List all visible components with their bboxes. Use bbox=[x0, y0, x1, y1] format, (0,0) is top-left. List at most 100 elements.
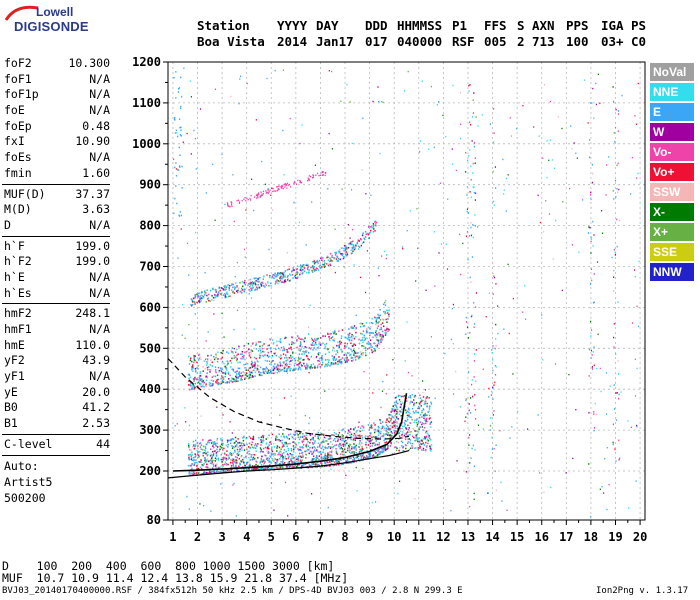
echo-point bbox=[283, 370, 286, 373]
x-tick-label: 2 bbox=[194, 530, 201, 544]
echo-point bbox=[311, 466, 314, 469]
echo-point bbox=[263, 370, 265, 373]
echo-point bbox=[214, 460, 217, 462]
echo-point bbox=[353, 354, 355, 357]
echo-point bbox=[406, 437, 408, 440]
echo-point bbox=[298, 337, 300, 340]
echo-point bbox=[370, 321, 373, 324]
echo-point bbox=[351, 345, 353, 347]
echo-point bbox=[302, 264, 305, 266]
noise-point bbox=[605, 194, 607, 196]
echo-point bbox=[204, 471, 206, 474]
echo-point bbox=[326, 347, 328, 350]
noise-point bbox=[588, 348, 591, 351]
noise-point bbox=[590, 357, 592, 359]
echo-point bbox=[289, 273, 291, 275]
echo-point bbox=[316, 454, 318, 457]
noise-point bbox=[470, 191, 472, 194]
echo-point bbox=[283, 449, 286, 451]
echo-point bbox=[359, 238, 362, 241]
echo-point bbox=[227, 440, 229, 443]
noise-point bbox=[466, 208, 469, 210]
noise-point bbox=[617, 113, 620, 115]
echo-point bbox=[353, 437, 356, 439]
echo-point bbox=[339, 438, 342, 441]
echo-point bbox=[280, 272, 282, 274]
echo-point bbox=[355, 451, 357, 454]
echo-point bbox=[197, 385, 200, 388]
echo-point bbox=[354, 247, 356, 249]
echo-point bbox=[260, 448, 262, 451]
noise-point bbox=[188, 424, 190, 427]
echo-point bbox=[368, 440, 370, 443]
noise-point bbox=[473, 145, 475, 148]
echo-point bbox=[318, 352, 320, 354]
echo-point bbox=[308, 351, 310, 354]
echo-point bbox=[190, 473, 192, 476]
echo-point bbox=[194, 382, 196, 385]
echo-point bbox=[207, 454, 209, 456]
noise-point bbox=[382, 380, 384, 383]
echo-point bbox=[395, 449, 398, 452]
echo-point bbox=[236, 200, 238, 202]
echo-point bbox=[329, 263, 331, 266]
echo-point bbox=[387, 328, 389, 330]
echo-point bbox=[356, 456, 358, 459]
echo-point bbox=[219, 383, 221, 385]
echo-point bbox=[291, 274, 294, 276]
echo-point bbox=[249, 284, 252, 287]
echo-point bbox=[419, 440, 422, 442]
noise-point bbox=[174, 425, 176, 427]
noise-point bbox=[434, 397, 436, 399]
echo-point bbox=[401, 395, 403, 398]
noise-point bbox=[470, 226, 472, 229]
noise-point bbox=[182, 141, 184, 143]
echo-point bbox=[254, 371, 257, 374]
echo-point bbox=[384, 311, 387, 313]
echo-point bbox=[251, 289, 253, 291]
echo-point bbox=[234, 445, 237, 447]
echo-point bbox=[351, 326, 353, 329]
echo-point bbox=[191, 368, 193, 371]
echo-point bbox=[351, 252, 353, 254]
noise-point bbox=[260, 420, 262, 423]
echo-point bbox=[343, 358, 345, 360]
echo-point bbox=[230, 204, 233, 206]
echo-point bbox=[234, 286, 237, 289]
echo-point bbox=[264, 286, 266, 288]
echo-point bbox=[346, 359, 348, 362]
echo-point bbox=[236, 285, 238, 287]
param-row: foF2 10.300 bbox=[2, 56, 110, 72]
echo-point bbox=[216, 293, 219, 295]
echo-point bbox=[289, 369, 291, 372]
echo-point bbox=[251, 360, 253, 363]
echo-point bbox=[355, 331, 357, 334]
echo-point bbox=[374, 350, 376, 352]
noise-point bbox=[430, 85, 433, 88]
echo-point bbox=[369, 455, 372, 458]
echo-point bbox=[310, 464, 313, 467]
echo-point bbox=[413, 412, 415, 414]
echo-point bbox=[212, 384, 214, 386]
echo-point bbox=[322, 465, 325, 468]
echo-point bbox=[273, 467, 276, 470]
echo-point bbox=[388, 417, 390, 419]
echo-point bbox=[380, 428, 382, 430]
echo-point bbox=[235, 356, 237, 359]
echo-point bbox=[262, 460, 265, 462]
echo-point bbox=[255, 366, 257, 369]
echo-point bbox=[406, 418, 409, 421]
echo-point bbox=[335, 450, 338, 453]
noise-point bbox=[412, 470, 414, 472]
echo-point bbox=[204, 457, 206, 460]
echo-point bbox=[368, 343, 370, 345]
echo-point bbox=[187, 445, 190, 447]
echo-point bbox=[305, 453, 307, 456]
echo-point bbox=[429, 417, 431, 419]
echo-point bbox=[346, 253, 349, 256]
echo-point bbox=[263, 343, 265, 345]
echo-point bbox=[249, 459, 251, 461]
echo-point bbox=[360, 244, 363, 247]
noise-point bbox=[233, 347, 235, 350]
noise-point bbox=[283, 174, 285, 176]
